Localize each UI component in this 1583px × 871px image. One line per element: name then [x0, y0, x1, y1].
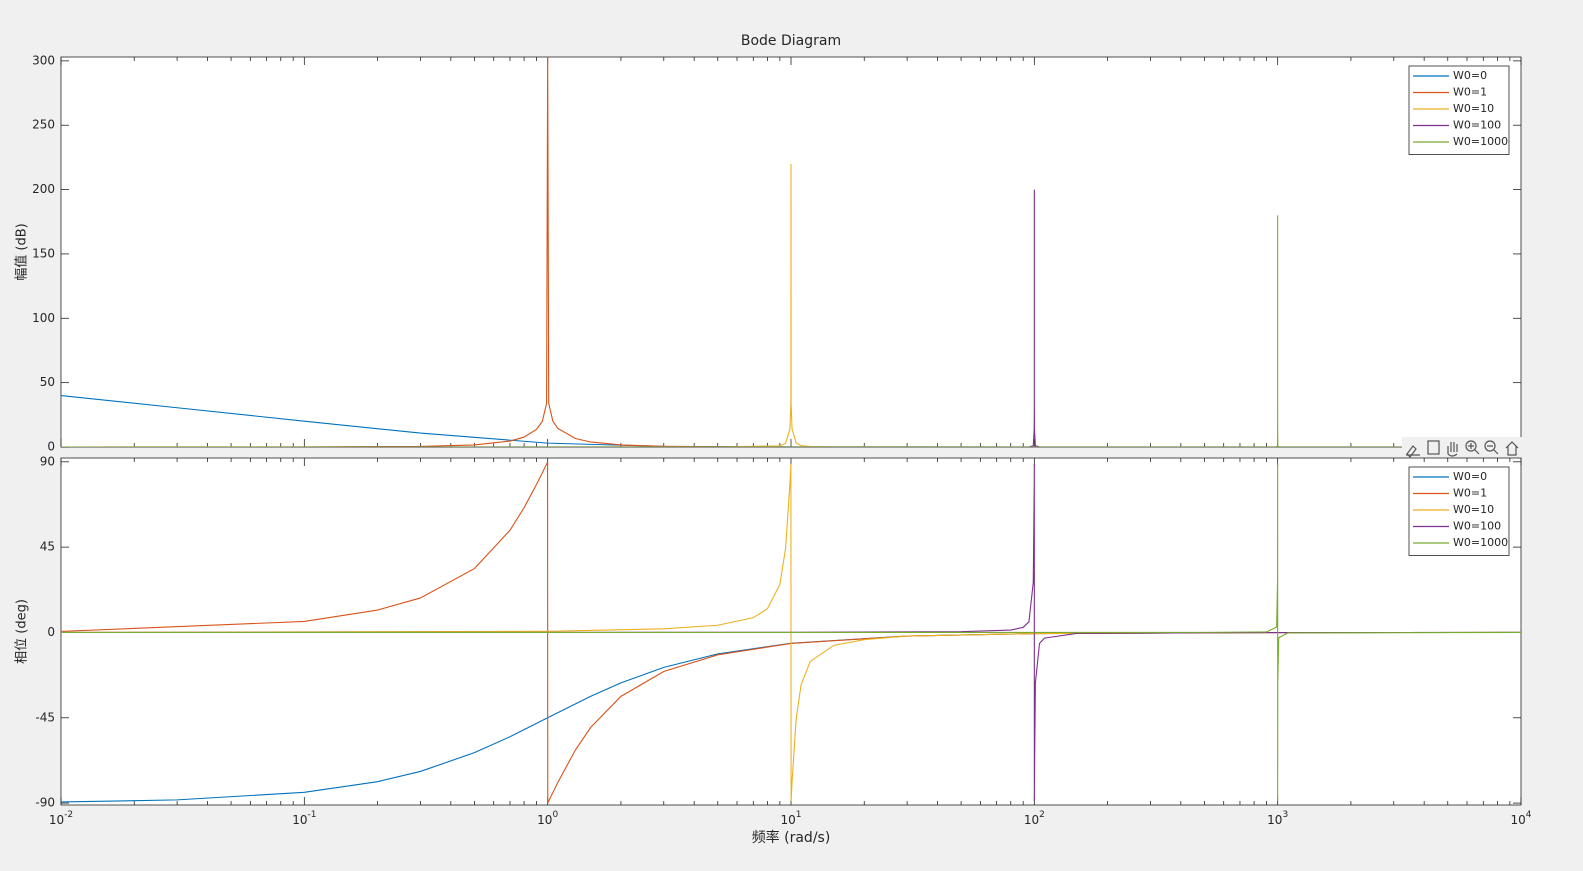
x-tick-base: 10	[780, 813, 795, 827]
legend-label: W0=100	[1453, 520, 1501, 533]
axes: Bode Diagram 幅值 (dB) 0 50 100 150 200 250 300 W0=…	[14, 33, 1522, 454]
legend-label: W0=1000	[1453, 135, 1508, 148]
series-line	[61, 461, 1521, 804]
x-tick-exponent: -1	[307, 810, 316, 820]
zoom-in-icon[interactable]	[1465, 440, 1477, 452]
series-line	[61, 463, 1521, 802]
x-tick-base: 10	[1510, 813, 1525, 827]
home-icon[interactable]	[1505, 441, 1519, 456]
x-tick-exponent: 2	[1039, 810, 1045, 820]
zoom-out-icon[interactable]	[1484, 440, 1496, 452]
x-tick-label: 103	[1267, 810, 1288, 827]
y-tick-label: 200	[32, 182, 55, 196]
series-line	[61, 463, 1521, 802]
x-tick-base: 10	[49, 813, 64, 827]
x-tick-label: 102	[1024, 810, 1045, 827]
x-tick-base: 10	[292, 813, 307, 827]
legend-label: W0=0	[1453, 470, 1487, 483]
x-tick-label: 10-2	[49, 810, 73, 827]
axes-box	[60, 457, 1522, 806]
x-tick-exponent: 0	[552, 810, 558, 820]
y-axis-label: 幅值 (dB)	[14, 223, 30, 280]
x-tick-exponent: 1	[796, 810, 802, 820]
y-axis-label: 相位 (deg)	[15, 599, 30, 664]
toolbar-bg	[1402, 437, 1522, 457]
x-tick-exponent: -2	[64, 810, 73, 820]
x-tick-label: 10-1	[292, 810, 316, 827]
axes-toolbar[interactable]	[1402, 437, 1522, 458]
y-tick-label: 300	[32, 53, 55, 67]
y-tick-label: 0	[47, 625, 55, 639]
legend-box	[1408, 65, 1510, 155]
x-tick-base: 10	[1024, 813, 1039, 827]
x-tick-label: 100	[537, 810, 558, 827]
y-tick-label: 0	[47, 440, 55, 454]
legend-label: W0=10	[1453, 503, 1494, 516]
export-icon[interactable]	[1406, 445, 1420, 458]
y-tick-label: -45	[35, 710, 55, 724]
x-tick-label: 104	[1510, 810, 1531, 827]
series-line	[61, 189, 1521, 447]
chart-title: Bode Diagram	[741, 33, 841, 49]
x-tick-exponent: 4	[1526, 810, 1532, 820]
y-tick-label: 100	[32, 311, 55, 325]
series-line	[61, 463, 1521, 802]
legend-label: W0=1	[1453, 487, 1487, 500]
pan-icon[interactable]	[1447, 442, 1458, 457]
legend-label: W0=1000	[1453, 536, 1508, 549]
legend: W0=0 W0=1 W0=10 W0=100 W0=1000	[1408, 65, 1510, 155]
series-line	[61, 215, 1521, 447]
y-tick-label: 150	[32, 246, 55, 260]
legend: W0=0 W0=1 W0=10 W0=100 W0=1000	[1408, 466, 1510, 556]
x-tick-label: 101	[780, 810, 801, 827]
y-tick-label: 50	[40, 375, 55, 389]
x-tick-base: 10	[537, 813, 552, 827]
y-tick-label: 45	[40, 540, 55, 554]
x-axis-label: 频率 (rad/s)	[752, 829, 831, 846]
x-tick-exponent: 3	[1282, 810, 1288, 820]
legend-label: W0=1	[1453, 86, 1487, 99]
legend-box	[1408, 466, 1510, 556]
y-tick-label: 90	[40, 454, 55, 468]
x-tick-base: 10	[1267, 813, 1282, 827]
y-tick-label: 250	[32, 118, 55, 132]
datatip-icon[interactable]	[1427, 440, 1440, 455]
legend-label: W0=10	[1453, 102, 1494, 115]
y-tick-label: -90	[35, 796, 55, 810]
legend-label: W0=100	[1453, 119, 1501, 132]
legend-label: W0=0	[1453, 69, 1487, 82]
